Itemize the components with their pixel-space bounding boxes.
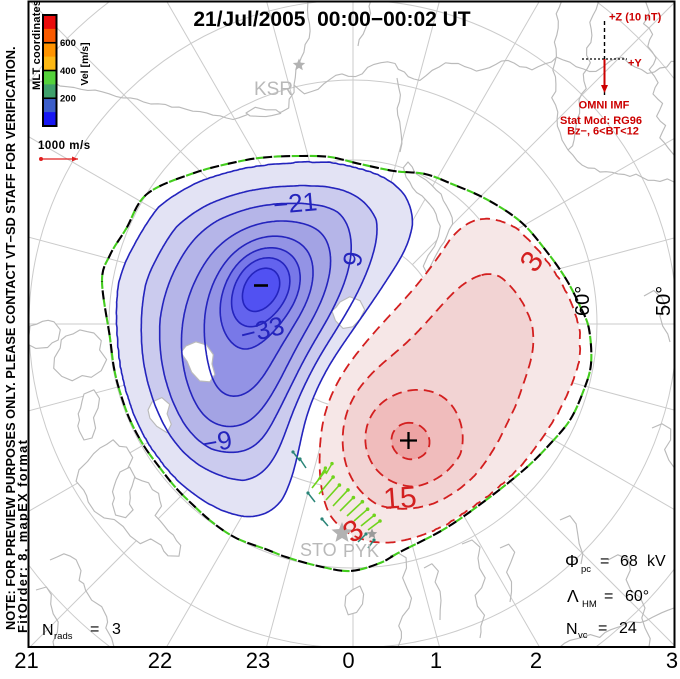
svg-text:Φ: Φ bbox=[565, 551, 579, 571]
svg-text:3: 3 bbox=[666, 648, 678, 673]
svg-text:600: 600 bbox=[60, 38, 76, 49]
svg-text:Bz−, 6<BT<12: Bz−, 6<BT<12 bbox=[567, 126, 639, 138]
svg-text:PYK: PYK bbox=[343, 541, 379, 561]
svg-text:15: 15 bbox=[382, 481, 418, 516]
svg-text:=: = bbox=[604, 588, 613, 605]
svg-text:kV: kV bbox=[647, 553, 666, 570]
svg-text:0: 0 bbox=[342, 648, 354, 673]
svg-text:23: 23 bbox=[246, 648, 270, 673]
svg-text:Stat Mod: RG96: Stat Mod: RG96 bbox=[560, 115, 642, 127]
svg-text:22: 22 bbox=[148, 648, 172, 673]
svg-text:=: = bbox=[600, 553, 609, 570]
svg-text:+Y: +Y bbox=[628, 58, 642, 70]
svg-text:+Z (10 nT): +Z (10 nT) bbox=[609, 12, 662, 24]
svg-text:OMNI IMF: OMNI IMF bbox=[579, 100, 630, 112]
svg-text:=: = bbox=[90, 621, 99, 638]
svg-text:MLT coordinates: MLT coordinates bbox=[31, 0, 43, 90]
svg-text:FitOrder: 8, mapEX format: FitOrder: 8, mapEX format bbox=[15, 439, 30, 633]
svg-text:9: 9 bbox=[337, 249, 369, 269]
svg-text:24: 24 bbox=[619, 620, 637, 637]
svg-text:−9: −9 bbox=[200, 424, 234, 459]
svg-text:−21: −21 bbox=[272, 186, 319, 220]
svg-text:N: N bbox=[566, 621, 578, 638]
svg-text:vc: vc bbox=[578, 630, 588, 641]
svg-text:2: 2 bbox=[530, 648, 542, 673]
svg-text:1000 m/s: 1000 m/s bbox=[38, 140, 91, 152]
svg-text:21: 21 bbox=[14, 648, 38, 673]
svg-text:=: = bbox=[598, 620, 607, 637]
svg-text:400: 400 bbox=[60, 66, 76, 77]
svg-text:1: 1 bbox=[430, 648, 442, 673]
svg-text:200: 200 bbox=[60, 94, 76, 105]
svg-text:68: 68 bbox=[620, 553, 638, 570]
svg-text:STO: STO bbox=[300, 540, 337, 560]
svg-text:NOTE: FOR PREVIEW PURPOSES ONL: NOTE: FOR PREVIEW PURPOSES ONLY. PLEASE … bbox=[3, 46, 18, 630]
svg-text:HM: HM bbox=[582, 599, 597, 610]
svg-text:3: 3 bbox=[112, 621, 121, 638]
svg-text:Vel [m/s]: Vel [m/s] bbox=[79, 42, 91, 85]
svg-text:21/Jul/2005 00:00−00:02 UT: 21/Jul/2005 00:00−00:02 UT bbox=[193, 8, 470, 31]
svg-text:60°: 60° bbox=[625, 588, 649, 605]
svg-text:60°: 60° bbox=[572, 286, 594, 316]
svg-text:pc: pc bbox=[581, 564, 591, 575]
svg-text:N: N bbox=[42, 622, 54, 639]
svg-text:Λ: Λ bbox=[567, 586, 579, 606]
svg-text:rads: rads bbox=[54, 631, 73, 642]
svg-text:50°: 50° bbox=[653, 286, 675, 316]
svg-text:KSR: KSR bbox=[254, 79, 293, 100]
